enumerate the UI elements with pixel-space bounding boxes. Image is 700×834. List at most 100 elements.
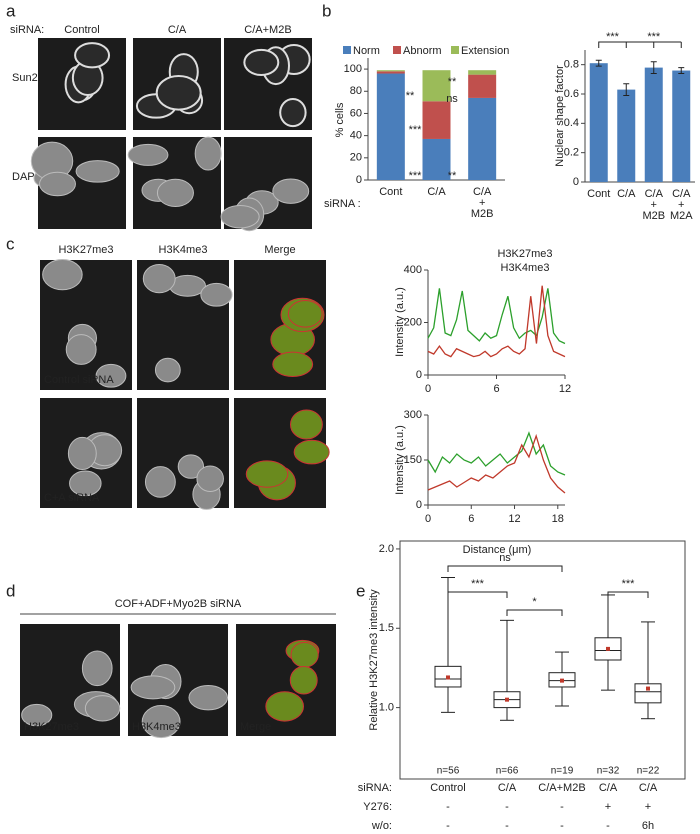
bar xyxy=(617,89,636,182)
nucleus xyxy=(127,143,169,166)
micrograph xyxy=(38,38,126,130)
error-bar xyxy=(650,61,657,74)
x-tick-label: C/A+M2B xyxy=(642,188,665,222)
y-tick-label: 1.0 xyxy=(379,702,394,714)
condition-label: w/o: xyxy=(371,820,392,832)
nucleus xyxy=(84,695,121,722)
x-tick-label: C/A xyxy=(498,782,517,794)
n-label: n=22 xyxy=(637,766,660,777)
y-tick-label: 0 xyxy=(356,174,362,186)
y-tick-label: 150 xyxy=(404,454,422,466)
y-tick-label: 0 xyxy=(416,499,422,511)
bar-segment xyxy=(468,70,497,75)
image-label: H3K4me3 xyxy=(132,721,181,733)
legend-label: Norm xyxy=(353,45,380,57)
nucleus xyxy=(194,136,222,171)
nucleus xyxy=(95,363,127,388)
bar-segment xyxy=(376,70,405,72)
x-tick-label: C/A + M2A xyxy=(670,188,693,222)
condition-value: + xyxy=(605,801,611,813)
x-tick-label: C/A xyxy=(427,186,446,198)
y-tick-label: 0 xyxy=(573,176,579,188)
panel-letter: b xyxy=(322,1,331,20)
micrograph xyxy=(128,624,228,739)
x-tick-label: C/A xyxy=(639,782,658,794)
y-axis-label: Relative H3K27me3 intensity xyxy=(368,589,380,731)
nucleus xyxy=(196,465,224,492)
nucleus xyxy=(272,178,310,204)
row-label: Sun2 xyxy=(12,72,38,84)
significance: ns xyxy=(446,93,458,105)
legend-swatch xyxy=(343,46,351,54)
bar-segment xyxy=(422,70,451,102)
nucleus xyxy=(293,439,330,465)
micrograph xyxy=(220,137,312,232)
nucleus xyxy=(287,299,323,328)
nucleus xyxy=(142,264,176,294)
nucleus xyxy=(39,171,76,197)
significance: ns xyxy=(499,552,511,564)
significance: *** xyxy=(606,31,620,43)
legend-label: Extension xyxy=(461,45,509,57)
bracket xyxy=(506,609,563,616)
condition-value: - xyxy=(505,820,509,832)
nucleus xyxy=(21,703,53,727)
y-tick-label: 100 xyxy=(344,63,362,75)
image-label: H3K27me3 xyxy=(24,721,79,733)
bar-segment xyxy=(422,101,451,139)
x-tick-label: C/A xyxy=(617,188,636,200)
mean xyxy=(560,678,564,683)
nucleus xyxy=(144,466,176,498)
bracket xyxy=(598,41,682,48)
error-bar xyxy=(623,83,630,96)
column-label: C/A xyxy=(168,24,187,36)
bracket xyxy=(607,591,649,598)
significance: *** xyxy=(409,170,423,182)
nucleus xyxy=(279,98,307,128)
y-axis-label: % cells xyxy=(334,102,346,137)
nucleus xyxy=(290,641,319,668)
nucleus xyxy=(42,259,83,291)
nucleus xyxy=(200,282,233,307)
x-tick-label: 6 xyxy=(493,383,499,395)
significance: *** xyxy=(471,578,485,590)
condition-value: - xyxy=(606,820,610,832)
micrograph xyxy=(133,38,221,130)
x-tick-label: 12 xyxy=(559,383,571,395)
legend-label: H3K27me3 xyxy=(497,248,552,260)
x-tick-label: 0 xyxy=(425,513,431,525)
column-label: Control xyxy=(64,24,99,36)
bar xyxy=(644,67,663,182)
legend-swatch xyxy=(393,46,401,54)
n-label: n=32 xyxy=(597,766,620,777)
column-label: Merge xyxy=(264,244,295,256)
x-tick-label: 18 xyxy=(552,513,564,525)
significance: *** xyxy=(409,124,423,136)
condition-value: - xyxy=(446,820,450,832)
micrograph xyxy=(20,624,121,736)
y-tick-label: 0.6 xyxy=(564,88,579,100)
panel-letter: c xyxy=(6,234,15,253)
n-label: n=19 xyxy=(551,766,574,777)
x-axis-label: Distance (μm) xyxy=(463,544,532,556)
micrograph xyxy=(234,398,330,508)
mean xyxy=(606,646,610,651)
significance: ** xyxy=(406,90,415,102)
panel-letter: a xyxy=(6,1,16,20)
row-prefix: siRNA: xyxy=(10,24,44,36)
mean xyxy=(505,697,509,702)
nucleus xyxy=(155,74,202,111)
error-bar xyxy=(595,59,602,67)
nucleus xyxy=(67,436,97,471)
condition-value: + xyxy=(645,801,651,813)
bar-segment xyxy=(376,71,405,74)
y-tick-label: 400 xyxy=(404,264,422,276)
y-tick-label: 0.4 xyxy=(564,117,579,129)
y-tick-label: 0 xyxy=(416,369,422,381)
panel-letter: e xyxy=(356,581,365,600)
line xyxy=(427,285,566,358)
micrograph xyxy=(224,38,312,130)
nucleus xyxy=(290,409,323,440)
y-tick-label: 0.8 xyxy=(564,59,579,71)
y-tick-label: 0.2 xyxy=(564,147,579,159)
